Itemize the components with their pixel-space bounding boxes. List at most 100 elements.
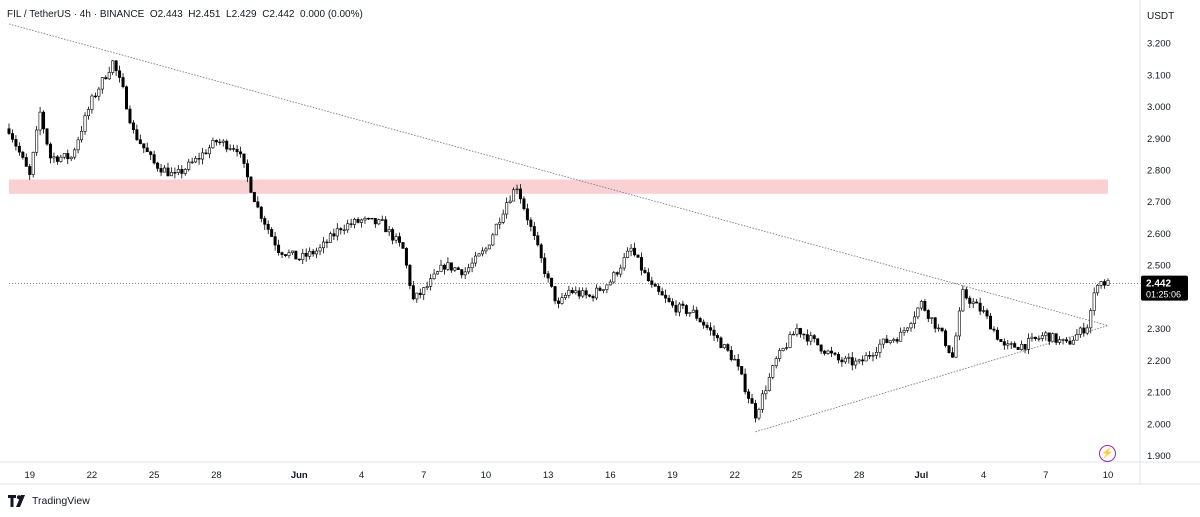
candle bbox=[169, 167, 173, 177]
candle bbox=[366, 217, 370, 221]
candle bbox=[321, 237, 325, 254]
candle bbox=[826, 349, 830, 355]
candle bbox=[940, 327, 944, 333]
candle bbox=[850, 352, 854, 371]
candle bbox=[1009, 341, 1013, 349]
candle bbox=[38, 106, 42, 136]
candle bbox=[21, 150, 25, 160]
candle bbox=[24, 153, 28, 167]
candle bbox=[135, 124, 139, 142]
candle bbox=[221, 139, 225, 147]
x-tick-label: 10 bbox=[1103, 470, 1114, 481]
candle bbox=[401, 241, 405, 249]
candle bbox=[525, 203, 529, 225]
candle bbox=[31, 151, 35, 178]
candle bbox=[747, 388, 751, 404]
candle bbox=[695, 306, 699, 321]
candle bbox=[874, 346, 878, 360]
x-tick-label: 7 bbox=[1043, 470, 1048, 481]
candle bbox=[584, 287, 588, 299]
candle bbox=[80, 126, 84, 143]
candle bbox=[125, 85, 129, 110]
candle bbox=[48, 142, 52, 164]
candle bbox=[97, 86, 101, 101]
candle bbox=[259, 205, 263, 223]
candle bbox=[736, 354, 740, 371]
change-value: 0.000 (0.00%) bbox=[300, 9, 363, 20]
candle bbox=[10, 129, 14, 143]
candle bbox=[197, 152, 201, 165]
candle bbox=[1058, 336, 1062, 345]
candle bbox=[581, 287, 585, 298]
candle bbox=[919, 299, 923, 311]
candle bbox=[283, 254, 287, 258]
x-tick-label: 13 bbox=[543, 470, 554, 481]
candle bbox=[304, 248, 308, 262]
tradingview-logo-icon bbox=[8, 495, 28, 507]
symbol-info: FIL / TetherUS · 4h · BINANCE bbox=[7, 9, 145, 20]
candle bbox=[705, 322, 709, 331]
candle bbox=[173, 167, 177, 179]
candle bbox=[1047, 332, 1051, 346]
candle bbox=[515, 184, 519, 195]
candle bbox=[1016, 346, 1020, 350]
tradingview-brand[interactable]: TradingView bbox=[8, 495, 90, 507]
candle bbox=[719, 336, 723, 349]
candle bbox=[436, 270, 440, 275]
lightning-bolt-icon[interactable]: ⚡ bbox=[1099, 445, 1116, 462]
candle bbox=[73, 147, 77, 160]
candle bbox=[118, 65, 122, 83]
candle bbox=[107, 66, 111, 81]
candle bbox=[353, 217, 357, 229]
x-tick-label: 22 bbox=[87, 470, 98, 481]
candle bbox=[715, 333, 719, 342]
candle bbox=[605, 284, 609, 294]
candle bbox=[757, 407, 761, 421]
candle bbox=[902, 327, 906, 336]
candle bbox=[311, 248, 315, 257]
candle bbox=[467, 263, 471, 275]
candle bbox=[1040, 332, 1044, 342]
candle bbox=[615, 271, 619, 277]
candle bbox=[176, 165, 180, 176]
open-label: O bbox=[149, 9, 158, 20]
candle bbox=[290, 250, 294, 256]
candle bbox=[560, 293, 564, 305]
candle bbox=[100, 76, 104, 94]
candle bbox=[474, 251, 478, 267]
candle bbox=[909, 321, 913, 332]
candle bbox=[985, 308, 989, 320]
x-tick-label: 19 bbox=[667, 470, 678, 481]
candle bbox=[59, 154, 63, 163]
candle bbox=[968, 295, 972, 308]
candle bbox=[767, 373, 771, 392]
candle bbox=[394, 233, 398, 244]
candle bbox=[712, 325, 716, 342]
candle bbox=[1027, 333, 1031, 354]
candle bbox=[418, 288, 422, 299]
candle bbox=[833, 352, 837, 356]
candle bbox=[626, 247, 630, 259]
candle bbox=[228, 144, 232, 151]
candle bbox=[508, 195, 512, 204]
currency-label[interactable]: USDT bbox=[1147, 11, 1175, 22]
candle bbox=[657, 283, 661, 296]
candle bbox=[93, 92, 97, 99]
candle bbox=[439, 259, 443, 272]
candle bbox=[1023, 344, 1027, 354]
x-tick-label: 19 bbox=[24, 470, 35, 481]
open-value: 2.443 bbox=[157, 9, 183, 20]
candle bbox=[1054, 333, 1058, 346]
candle bbox=[1037, 335, 1041, 342]
candle bbox=[906, 327, 910, 333]
x-tick-label: 16 bbox=[605, 470, 616, 481]
candle bbox=[332, 228, 336, 241]
candle bbox=[550, 277, 554, 288]
candle bbox=[45, 128, 49, 146]
candle bbox=[69, 156, 73, 162]
high-label: H bbox=[188, 9, 196, 20]
candle bbox=[301, 248, 305, 265]
candle bbox=[933, 317, 937, 333]
x-tick-label: Jul bbox=[915, 470, 929, 481]
